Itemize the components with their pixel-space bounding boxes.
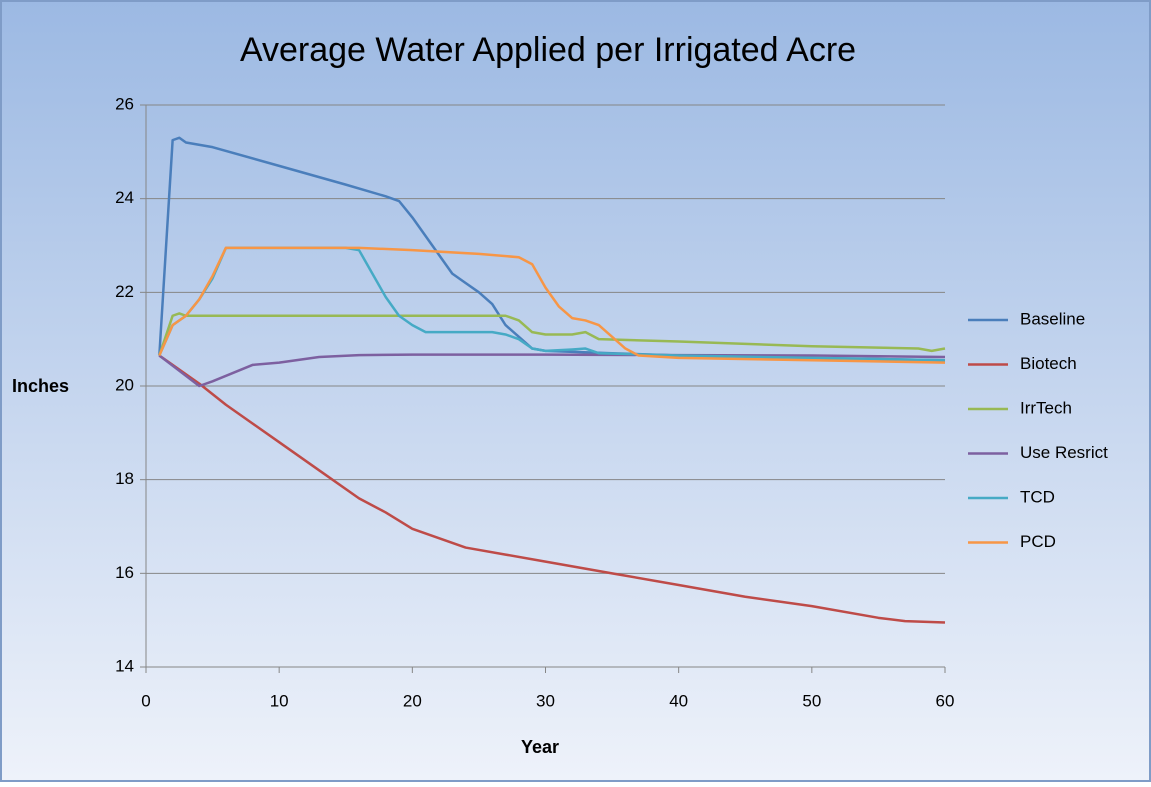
series-line — [158, 136, 946, 362]
legend-label: Biotech — [1020, 354, 1077, 373]
x-tick-label: 10 — [270, 691, 289, 710]
legend-label: PCD — [1020, 532, 1056, 551]
y-tick-label: 20 — [115, 375, 134, 394]
x-tick-label: 20 — [403, 691, 422, 710]
series-line — [158, 354, 946, 624]
x-axis-label: Year — [521, 737, 559, 757]
y-tick-label: 16 — [115, 563, 134, 582]
legend-label: Use Resrict — [1020, 443, 1108, 462]
x-tick-label: 60 — [936, 691, 955, 710]
series-line — [158, 246, 946, 364]
x-tick-label: 30 — [536, 691, 555, 710]
y-tick-label: 18 — [115, 469, 134, 488]
y-axis-label: Inches — [12, 376, 69, 396]
y-tick-label: 24 — [115, 188, 134, 207]
y-tick-label: 22 — [115, 282, 134, 301]
legend-label: TCD — [1020, 487, 1055, 506]
x-tick-label: 0 — [141, 691, 150, 710]
y-tick-label: 14 — [115, 656, 134, 675]
x-tick-label: 40 — [669, 691, 688, 710]
chart-title: Average Water Applied per Irrigated Acre — [240, 31, 856, 69]
y-tick-label: 26 — [115, 94, 134, 113]
legend-label: Baseline — [1020, 309, 1085, 328]
x-tick-label: 50 — [802, 691, 821, 710]
legend-label: IrrTech — [1020, 398, 1072, 417]
